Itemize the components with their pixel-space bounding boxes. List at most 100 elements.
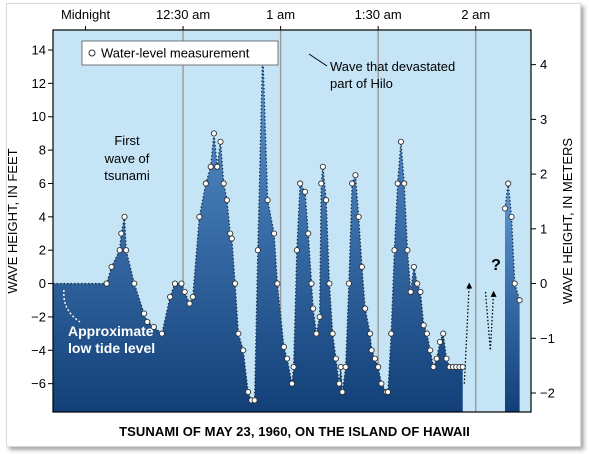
measurement-point xyxy=(336,380,343,387)
measurement-point xyxy=(220,180,227,187)
y-tick-label-feet: 2 xyxy=(39,243,46,258)
legend-box xyxy=(81,40,279,66)
measurement-point xyxy=(326,280,333,287)
measurement-point xyxy=(301,188,309,195)
y-tick-label-meters: 1 xyxy=(540,221,547,236)
measurement-point xyxy=(217,138,224,145)
measurement-point xyxy=(410,263,417,270)
measurement-point xyxy=(414,280,421,287)
y-tick-label-meters: 2 xyxy=(540,167,547,182)
annotation-first-wave: tsunami xyxy=(104,168,150,183)
measurement-point xyxy=(401,180,408,187)
measurement-point xyxy=(293,247,300,254)
gap-arrow-1 xyxy=(466,282,473,289)
measurement-point xyxy=(235,330,242,337)
measurement-point xyxy=(288,380,296,387)
measurement-point xyxy=(417,288,424,295)
measurement-point xyxy=(420,322,427,329)
measurement-point xyxy=(362,305,369,312)
measurement-point xyxy=(305,230,312,237)
y-tick-label-feet: 12 xyxy=(32,76,46,91)
measurement-point xyxy=(280,343,287,350)
y-tick-label-feet: 4 xyxy=(39,209,46,224)
measurement-point xyxy=(251,397,258,404)
measurement-point xyxy=(274,280,281,287)
annotation-hilo-wave: part of Hilo xyxy=(330,76,393,91)
measurement-point xyxy=(342,363,349,371)
measurement-point xyxy=(391,247,398,254)
measurement-point xyxy=(355,213,362,220)
top-axis-label: Midnight xyxy=(61,7,111,22)
measurement-point xyxy=(375,363,382,371)
gap-marker-1 xyxy=(463,283,470,384)
measurement-point xyxy=(394,180,401,187)
measurement-point xyxy=(443,355,450,362)
annotation-first-wave: First xyxy=(114,133,140,148)
y-tick-label-feet: 14 xyxy=(32,43,46,58)
measurement-point xyxy=(430,363,437,371)
measurement-point xyxy=(140,310,148,317)
measurement-point xyxy=(223,197,231,204)
measurement-point xyxy=(108,263,115,270)
measurement-point xyxy=(423,330,430,337)
measurement-point xyxy=(264,197,271,204)
measurement-point xyxy=(371,355,378,362)
measurement-point xyxy=(332,355,339,362)
measurement-point xyxy=(245,388,252,396)
measurement-point xyxy=(158,330,165,337)
measurement-point xyxy=(297,180,304,187)
measurement-point xyxy=(516,297,523,304)
y-tick-label-feet: 6 xyxy=(39,176,46,191)
measurement-point xyxy=(436,338,444,345)
wave-area-2 xyxy=(504,183,520,412)
annotation-question: ? xyxy=(491,257,501,274)
measurement-point xyxy=(210,130,218,137)
measurement-point xyxy=(397,138,404,145)
top-axis-label: 12:30 am xyxy=(156,7,210,22)
measurement-point xyxy=(207,163,214,170)
measurement-point xyxy=(404,247,411,254)
top-axis-label: 2 am xyxy=(461,7,490,22)
measurement-point xyxy=(290,363,297,371)
measurement-point xyxy=(232,280,239,287)
wave-area-1 xyxy=(53,50,463,413)
measurement-point xyxy=(388,330,395,337)
measurement-point xyxy=(131,280,138,287)
measurement-point xyxy=(352,172,359,179)
measurement-point xyxy=(358,263,365,270)
y-tick-label-feet: −2 xyxy=(31,309,46,324)
plot-border xyxy=(52,29,532,413)
measurement-point xyxy=(329,330,336,337)
y-tick-label-meters: 4 xyxy=(540,57,547,72)
annotation-low-tide: Approximate xyxy=(68,323,154,339)
measurement-point xyxy=(339,388,346,396)
measurement-point xyxy=(384,388,391,396)
y-tick-label-feet: −6 xyxy=(31,376,46,391)
measurement-point xyxy=(368,347,375,354)
y-axis-title-left: WAVE HEIGHT, IN FEET xyxy=(5,148,20,293)
y-tick-label-feet: 10 xyxy=(32,109,46,124)
y-tick-label-meters: −1 xyxy=(540,331,555,346)
y-tick-label-meters: 3 xyxy=(540,112,547,127)
measurement-point xyxy=(254,247,261,254)
measurement-point xyxy=(202,180,209,187)
annotation-first-wave: wave of xyxy=(104,151,150,166)
chart-caption: TSUNAMI OF MAY 23, 1960, ON THE ISLAND O… xyxy=(119,424,470,439)
y-tick-label-meters: −2 xyxy=(540,386,555,401)
measurement-point xyxy=(271,230,278,237)
legend-marker xyxy=(88,49,96,57)
measurement-point xyxy=(150,323,157,330)
measurement-point xyxy=(319,163,326,170)
top-axis-label: 1 am xyxy=(266,7,295,22)
measurement-point xyxy=(366,330,374,337)
measurement-point xyxy=(189,293,196,300)
measurement-point xyxy=(308,280,315,287)
measurement-point xyxy=(349,180,356,187)
measurement-point xyxy=(167,293,174,300)
measurement-point xyxy=(240,347,247,354)
measurement-point xyxy=(378,380,385,387)
measurement-point xyxy=(227,230,234,237)
y-tick-label-feet: 0 xyxy=(39,276,46,291)
measurement-point xyxy=(313,330,320,337)
